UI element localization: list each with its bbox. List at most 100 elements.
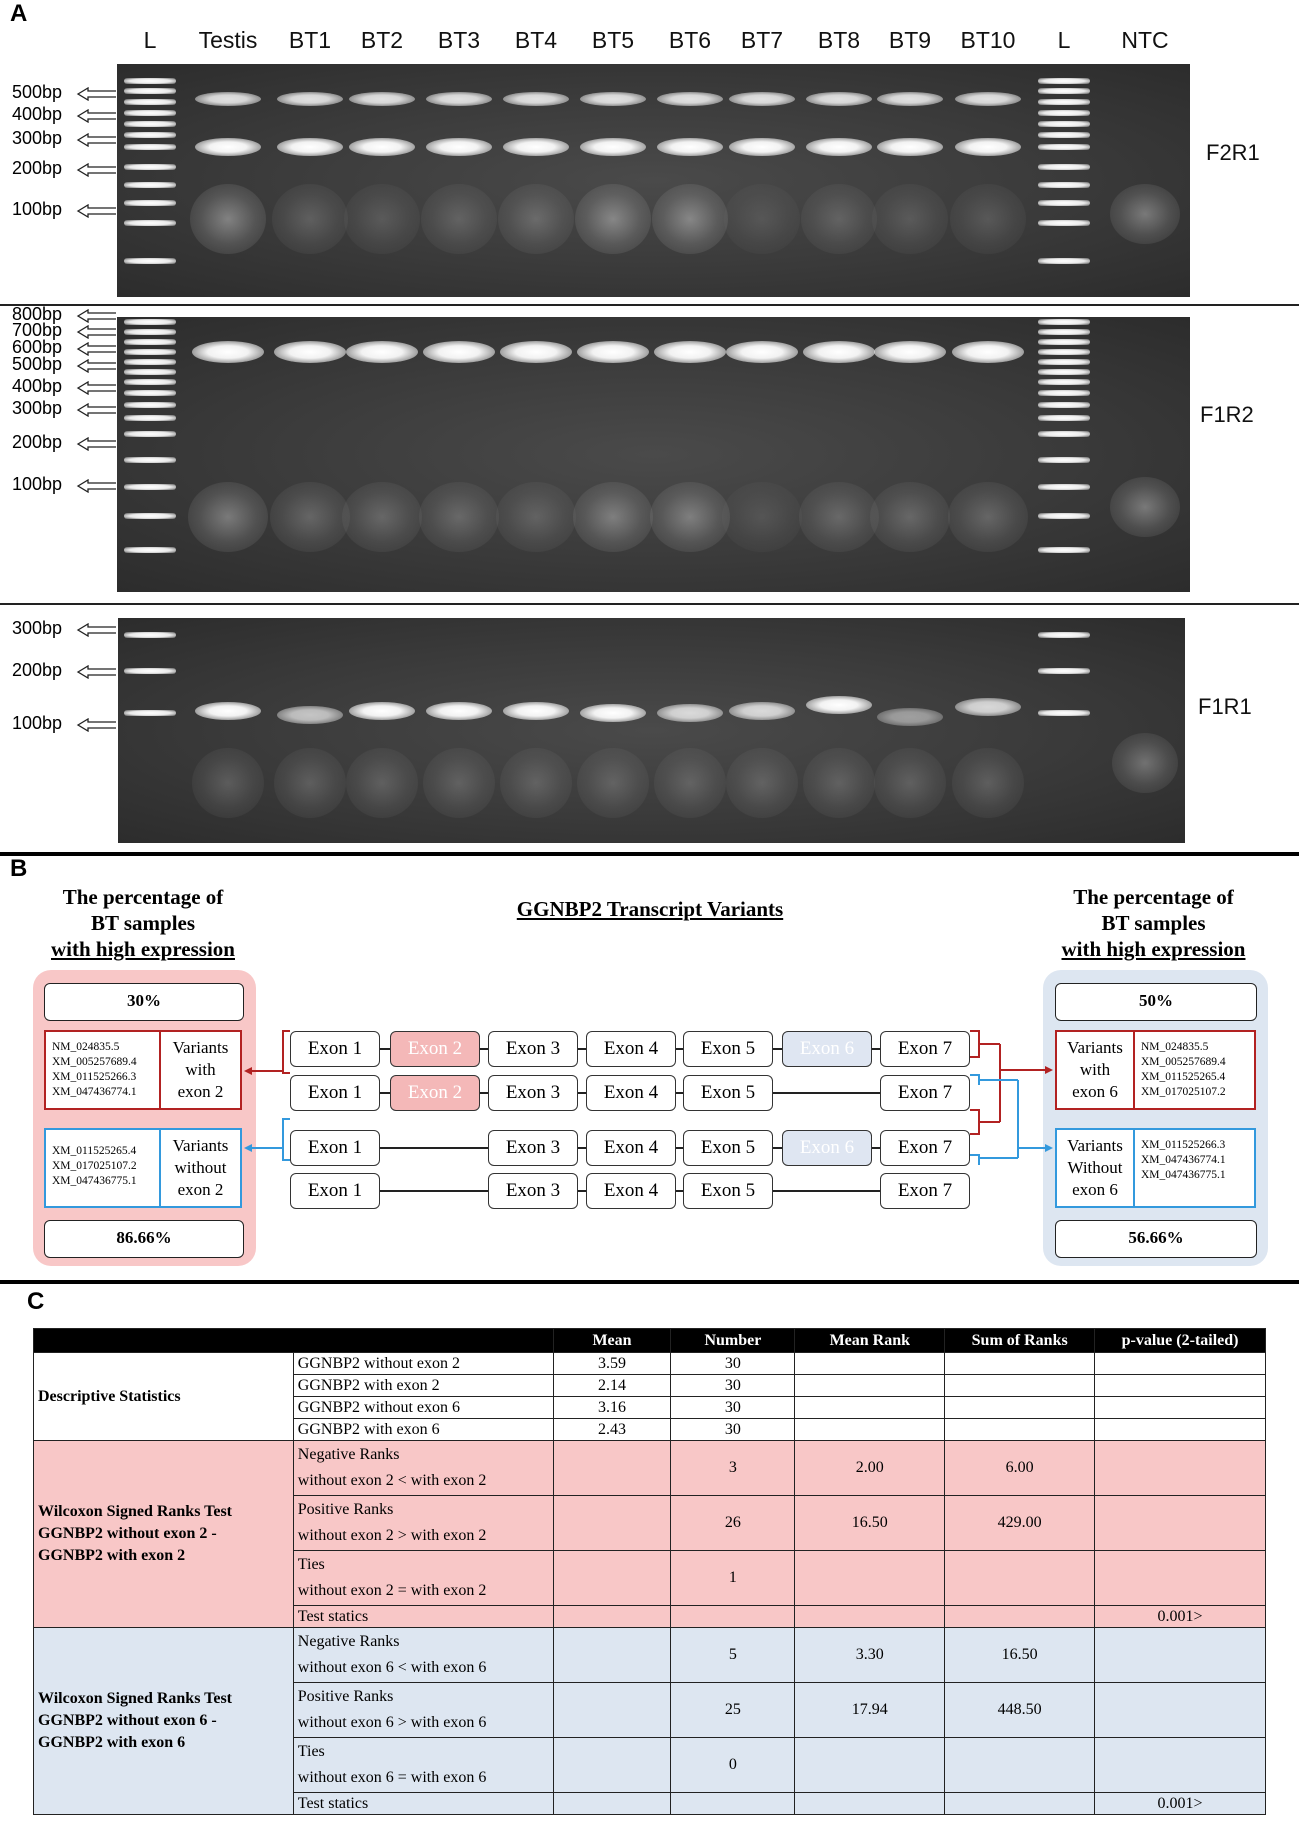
- smear: [650, 482, 730, 552]
- variants-without-exon6-box: Variants Without exon 6 XM_011525266.3 XM_0…: [1055, 1128, 1256, 1208]
- ladder-band: [1038, 329, 1090, 335]
- arrow-left-icon: [76, 381, 116, 395]
- variants-with-exon2-box: NM_024835.5 XM_005257689.4 XM_011525266.3 X…: [44, 1030, 242, 1110]
- header-mean-rank: Mean Rank: [794, 1328, 946, 1353]
- ladder-band: [124, 359, 176, 365]
- transcript-variants-title: GGNBP2 Transcript Variants: [516, 897, 784, 921]
- arrow-left-icon: [76, 163, 116, 177]
- bp-marker-label: 200bp: [12, 432, 63, 452]
- ladder-band: [124, 99, 176, 105]
- arrow-left-icon: [76, 133, 116, 147]
- dna-band: [657, 92, 723, 106]
- smear: [190, 184, 266, 254]
- lane-label: L: [1057, 27, 1071, 53]
- dna-band: [580, 138, 646, 156]
- exon-1-box: Exon 1: [290, 1173, 380, 1209]
- ladder-band: [1038, 200, 1090, 206]
- table-row: Wilcoxon Signed Ranks Test GGNBP2 without…: [33, 1440, 1266, 1628]
- lane-label: BT8: [817, 27, 861, 53]
- bp-marker-label: 100bp: [12, 474, 63, 494]
- dna-band: [195, 138, 261, 156]
- header-sum-of-ranks: Sum of Ranks: [944, 1328, 1096, 1353]
- variants-with-exon6-box: Variants with exon 6 NM_024835.5 XM_0052576…: [1055, 1030, 1256, 1110]
- variants-with-exon6-list: NM_024835.5 XM_005257689.4 XM_011525265.4 X…: [1141, 1041, 1226, 1098]
- arrow-left-icon: [76, 109, 116, 123]
- exon-1-box: Exon 1: [290, 1075, 380, 1111]
- variants-without-exon6-label: Variants Without exon 6: [1057, 1130, 1135, 1206]
- intron-line: [773, 1147, 782, 1149]
- arrow-left-icon: [76, 623, 116, 637]
- exon-7-box: Exon 7: [880, 1130, 970, 1166]
- ladder-band: [1038, 88, 1090, 94]
- arrow-left-icon: [76, 403, 116, 417]
- intron-line: [380, 1092, 390, 1094]
- ladder-band: [124, 220, 176, 226]
- intron-line: [773, 1092, 880, 1094]
- smear: [803, 748, 875, 818]
- ladder-band: [124, 132, 176, 138]
- variant-connectors: [244, 1030, 1053, 1165]
- dna-band: [423, 341, 495, 363]
- header-mean: Mean: [552, 1328, 672, 1353]
- dna-band: [955, 92, 1021, 106]
- dna-band: [803, 341, 875, 363]
- bp-marker-label: 200bp: [12, 660, 63, 680]
- exon-4-box: Exon 4: [586, 1031, 676, 1067]
- lane-label: BT3: [437, 27, 481, 53]
- bp-marker-label: 300bp: [12, 618, 63, 638]
- exon-3-box: Exon 3: [488, 1075, 578, 1111]
- ladder-band: [124, 182, 176, 188]
- wilcoxon-exon2-label: Wilcoxon Signed Ranks Test GGNBP2 without…: [33, 1440, 294, 1628]
- intron-line: [676, 1048, 683, 1050]
- dna-band: [277, 92, 343, 106]
- ladder-band: [1038, 402, 1090, 408]
- intron-line: [676, 1190, 683, 1192]
- dna-band: [806, 92, 872, 106]
- ladder-band: [1038, 668, 1090, 674]
- exon-4-box: Exon 4: [586, 1130, 676, 1166]
- arrow-left-icon: [76, 87, 116, 101]
- right-bottom-percentage: 56.66%: [1055, 1220, 1257, 1258]
- table-row: Descriptive Statistics GGNBP2 without ex…: [33, 1352, 1266, 1441]
- smear: [344, 184, 420, 254]
- lane-label: L: [143, 27, 157, 53]
- lane-label: Testis: [198, 27, 258, 53]
- dna-band: [349, 138, 415, 156]
- ladder-band: [1038, 349, 1090, 355]
- arrow-left-icon: [76, 342, 116, 356]
- ladder-band: [124, 200, 176, 206]
- bp-marker-label: 500bp: [12, 82, 63, 102]
- smear: [346, 748, 418, 818]
- variants-with-exon2-label: Variants with exon 2: [172, 1038, 229, 1101]
- ladder-band: [124, 484, 176, 490]
- intron-line: [380, 1190, 488, 1192]
- intron-line: [676, 1147, 683, 1149]
- ladder-band: [124, 547, 176, 553]
- smear: [573, 482, 653, 552]
- exon-5-box: Exon 5: [683, 1173, 773, 1209]
- bp-marker-label: 300bp: [12, 128, 63, 148]
- lane-label: BT2: [360, 27, 404, 53]
- smear: [1112, 733, 1178, 793]
- smear: [270, 482, 350, 552]
- ladder-band: [1038, 121, 1090, 127]
- dna-band: [580, 92, 646, 106]
- smear: [500, 748, 572, 818]
- bp-marker-label: 500bp: [12, 354, 63, 374]
- smear: [948, 482, 1028, 552]
- ladder-band: [1038, 547, 1090, 553]
- ladder-band: [124, 258, 176, 264]
- ladder-band: [124, 369, 176, 375]
- gel-f1r1: [118, 618, 1185, 843]
- exon-5-box: Exon 5: [683, 1031, 773, 1067]
- exon-7-box: Exon 7: [880, 1173, 970, 1209]
- intron-line: [578, 1147, 586, 1149]
- arrow-left-icon: [76, 359, 116, 373]
- bp-marker-label: 100bp: [12, 199, 63, 219]
- smear: [654, 748, 726, 818]
- table-row: Test statics 0.001>: [33, 1605, 1266, 1628]
- dna-band: [726, 341, 798, 363]
- ladder-band: [1038, 484, 1090, 490]
- ladder-band: [1038, 132, 1090, 138]
- table-row: Test statics 0.001>: [33, 1792, 1266, 1815]
